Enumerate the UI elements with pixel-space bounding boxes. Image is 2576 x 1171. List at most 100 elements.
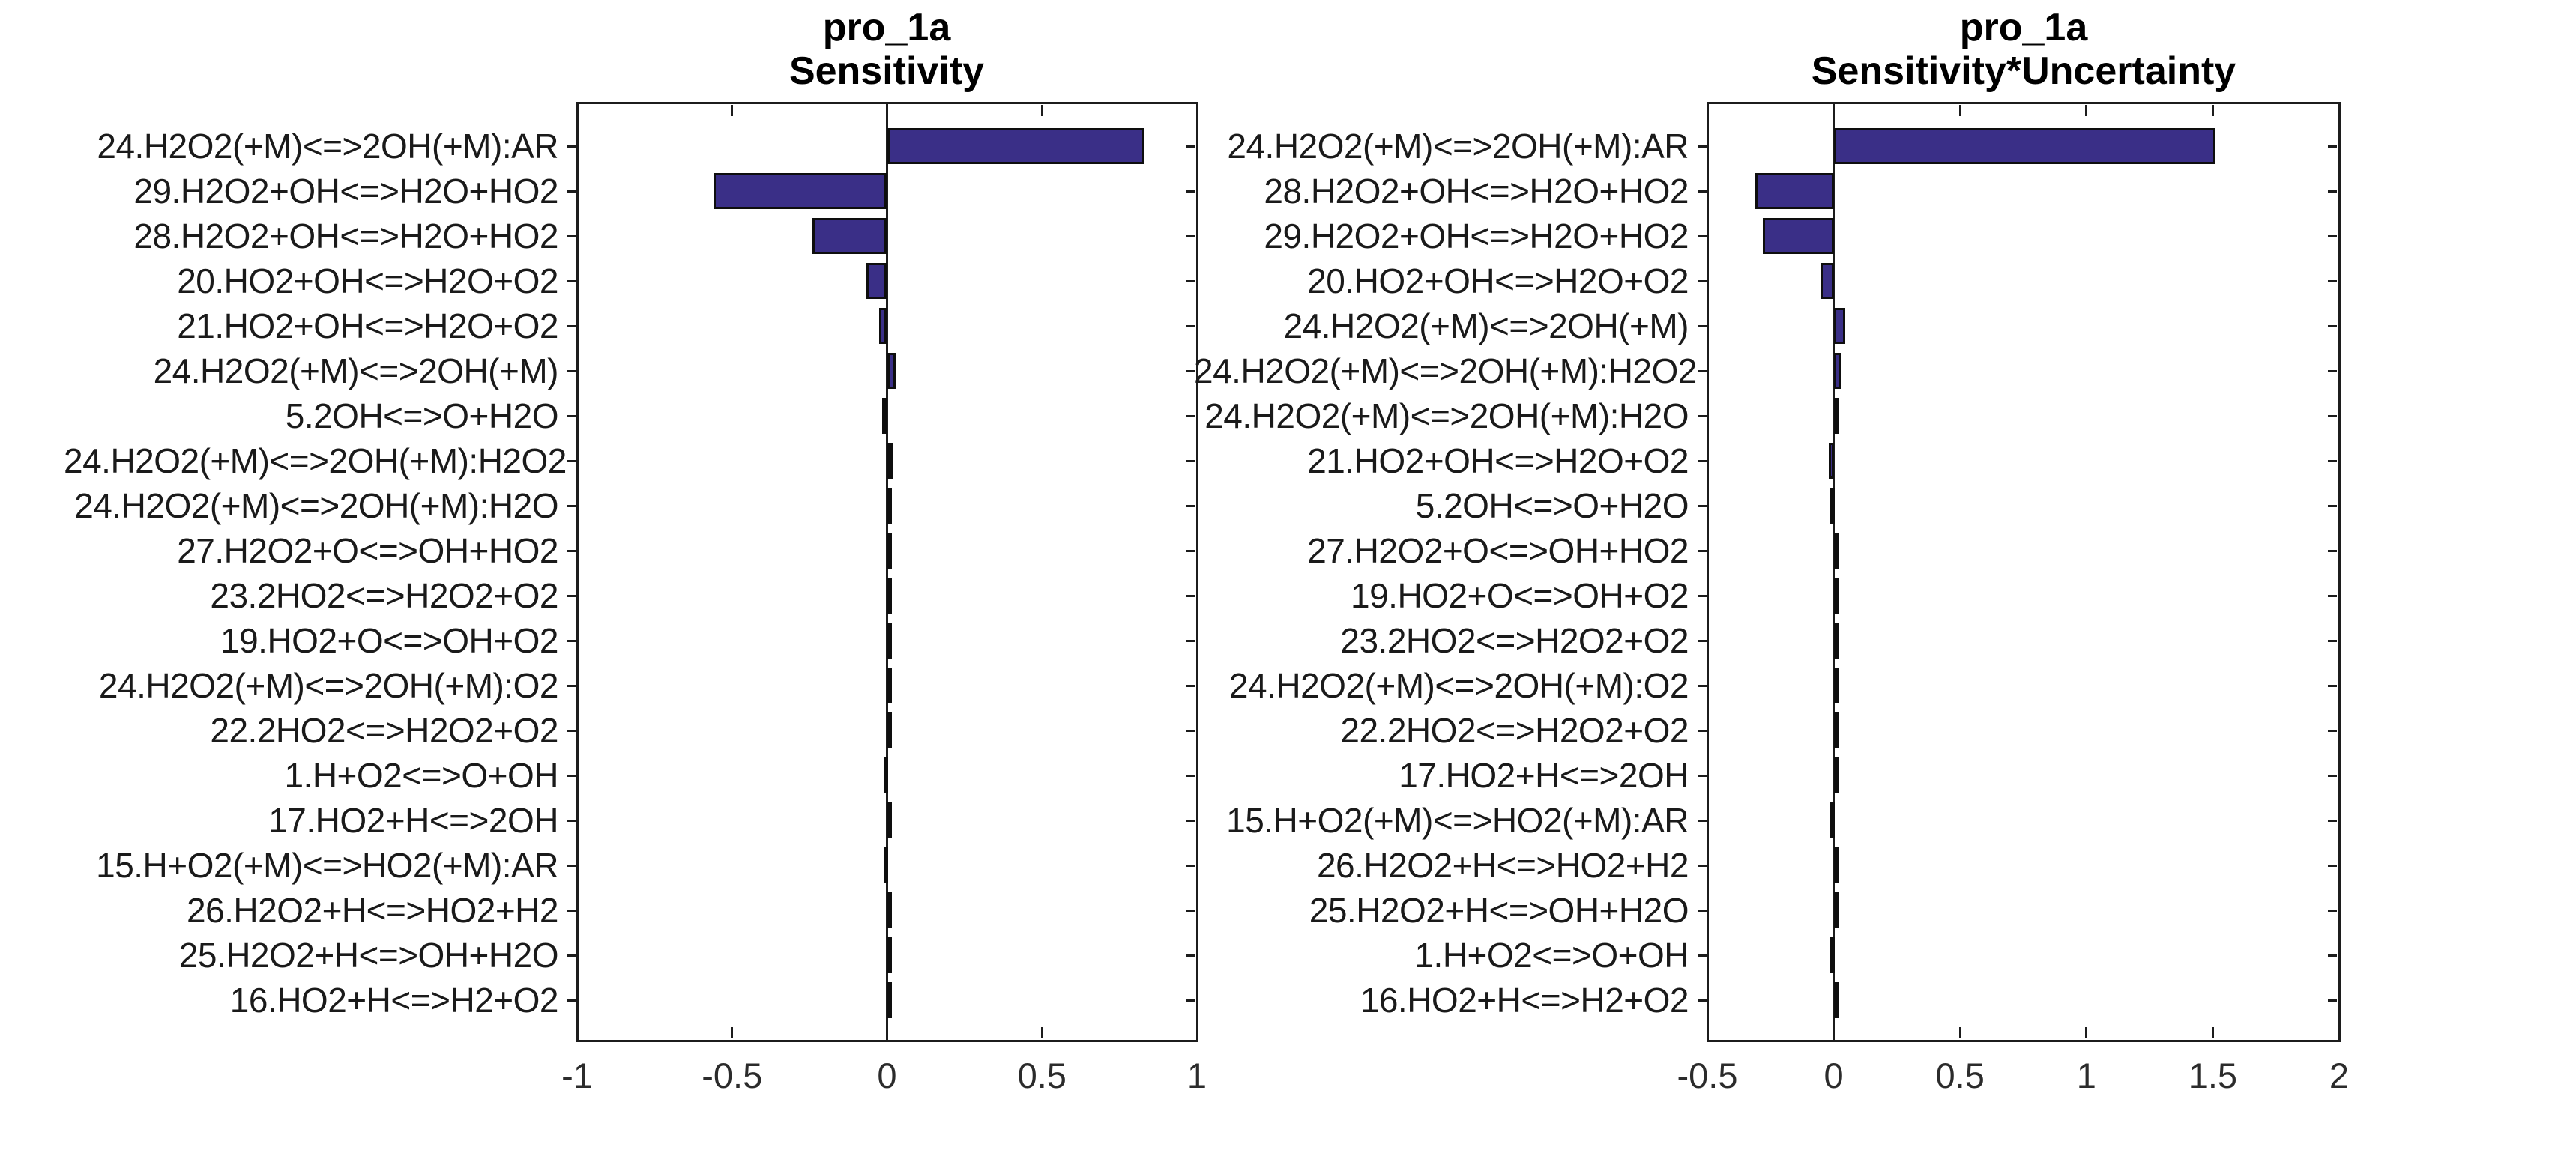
zero-line bbox=[886, 103, 888, 1041]
bar bbox=[887, 443, 893, 479]
y-tick bbox=[2328, 414, 2337, 417]
y-tick-label: 22.2HO2<=>H2O2+O2 bbox=[1340, 711, 1689, 750]
x-tick bbox=[2338, 105, 2341, 116]
y-tick bbox=[1698, 639, 1707, 642]
y-tick-label: 1.H+O2<=>O+OH bbox=[1414, 936, 1689, 975]
x-tick bbox=[1040, 105, 1043, 116]
y-tick bbox=[567, 909, 576, 912]
bar bbox=[1833, 578, 1839, 614]
y-tick-label: 27.H2O2+O<=>OH+HO2 bbox=[177, 531, 558, 570]
y-tick-label: 16.HO2+H<=>H2+O2 bbox=[1360, 981, 1689, 1020]
y-tick bbox=[567, 504, 576, 507]
y-tick bbox=[2328, 954, 2337, 957]
x-tick bbox=[2085, 1027, 2088, 1038]
x-tick bbox=[576, 1027, 579, 1038]
bar bbox=[1833, 757, 1839, 793]
y-tick bbox=[2328, 190, 2337, 193]
y-tick bbox=[1698, 549, 1707, 552]
bar bbox=[1833, 892, 1839, 928]
y-tick bbox=[567, 369, 576, 372]
y-tick bbox=[567, 549, 576, 552]
y-tick bbox=[1186, 414, 1195, 417]
y-tick bbox=[567, 414, 576, 417]
y-tick-label: 1.H+O2<=>O+OH bbox=[284, 756, 558, 795]
bar bbox=[1763, 218, 1834, 254]
x-tick-label: 1.5 bbox=[2188, 1056, 2238, 1095]
y-tick bbox=[1186, 504, 1195, 507]
y-tick-label: 24.H2O2(+M)<=>2OH(+M):AR bbox=[1227, 127, 1689, 166]
x-tick-label: 2 bbox=[2329, 1056, 2350, 1095]
y-tick-label: 21.HO2+OH<=>H2O+O2 bbox=[177, 306, 558, 345]
bar bbox=[1833, 128, 2215, 164]
y-tick bbox=[1698, 279, 1707, 282]
y-tick-label: 24.H2O2(+M)<=>2OH(+M):O2 bbox=[98, 666, 559, 705]
y-tick bbox=[567, 324, 576, 327]
x-tick bbox=[1958, 105, 1961, 116]
y-tick-label: 28.H2O2+OH<=>H2O+HO2 bbox=[1264, 172, 1689, 211]
y-tick-label: 29.H2O2+OH<=>H2O+HO2 bbox=[133, 172, 558, 211]
x-tick-label: -0.5 bbox=[1677, 1056, 1738, 1095]
y-tick-label: 23.2HO2<=>H2O2+O2 bbox=[1340, 621, 1689, 660]
y-tick bbox=[2328, 774, 2337, 777]
bar bbox=[1833, 353, 1841, 389]
y-tick bbox=[2328, 729, 2337, 732]
bar bbox=[887, 533, 892, 569]
bar bbox=[1833, 982, 1839, 1018]
bar bbox=[866, 263, 887, 299]
y-tick bbox=[1698, 954, 1707, 957]
bar bbox=[887, 937, 892, 973]
y-tick bbox=[1186, 145, 1195, 148]
bar bbox=[1830, 802, 1835, 838]
y-tick bbox=[1186, 909, 1195, 912]
bar bbox=[887, 802, 892, 838]
bar bbox=[1833, 398, 1839, 434]
x-tick-label: 0 bbox=[1824, 1056, 1844, 1095]
y-tick bbox=[1698, 234, 1707, 237]
y-tick-label: 27.H2O2+O<=>OH+HO2 bbox=[1307, 531, 1689, 570]
y-tick-label: 5.2OH<=>O+H2O bbox=[285, 396, 559, 435]
y-tick bbox=[1186, 999, 1195, 1002]
bar bbox=[1828, 443, 1834, 479]
y-tick bbox=[1698, 729, 1707, 732]
y-tick-label: 24.H2O2(+M)<=>2OH(+M):H2O bbox=[1204, 396, 1689, 435]
x-tick bbox=[1958, 1027, 1961, 1038]
y-tick bbox=[2328, 459, 2337, 462]
y-tick-label: 26.H2O2+H<=>HO2+H2 bbox=[186, 891, 559, 930]
y-tick-label: 5.2OH<=>O+H2O bbox=[1415, 486, 1689, 525]
y-tick bbox=[1186, 864, 1195, 867]
bar bbox=[887, 128, 1144, 164]
y-tick bbox=[567, 459, 576, 462]
y-tick bbox=[2328, 594, 2337, 597]
bar bbox=[1830, 937, 1835, 973]
y-tick bbox=[1186, 190, 1195, 193]
x-tick bbox=[731, 105, 734, 116]
y-tick-label: 17.HO2+H<=>2OH bbox=[1399, 756, 1689, 795]
y-tick bbox=[2328, 864, 2337, 867]
bar bbox=[812, 218, 887, 254]
y-tick-label: 28.H2O2+OH<=>H2O+HO2 bbox=[133, 217, 558, 255]
y-tick bbox=[1186, 279, 1195, 282]
bar bbox=[713, 173, 887, 209]
y-tick bbox=[2328, 909, 2337, 912]
y-tick-label: 24.H2O2(+M)<=>2OH(+M) bbox=[1283, 306, 1689, 345]
y-tick bbox=[1698, 324, 1707, 327]
y-tick bbox=[2328, 639, 2337, 642]
bar bbox=[887, 353, 896, 389]
y-tick bbox=[2328, 549, 2337, 552]
y-tick bbox=[1186, 594, 1195, 597]
y-tick bbox=[1698, 909, 1707, 912]
y-tick-label: 25.H2O2+H<=>OH+H2O bbox=[1309, 891, 1689, 930]
y-tick-label: 16.HO2+H<=>H2+O2 bbox=[229, 981, 559, 1020]
y-tick bbox=[567, 594, 576, 597]
x-tick bbox=[886, 1027, 888, 1038]
y-tick-label: 24.H2O2(+M)<=>2OH(+M) bbox=[153, 351, 559, 390]
y-tick-label: 20.HO2+OH<=>H2O+O2 bbox=[177, 261, 558, 300]
chart-subtitle: Sensitivity*Uncertainty bbox=[1811, 49, 2236, 93]
x-tick bbox=[1706, 105, 1709, 116]
chart-title: pro_1a bbox=[822, 6, 951, 49]
y-tick bbox=[1698, 684, 1707, 687]
bar bbox=[887, 578, 892, 614]
y-tick bbox=[567, 190, 576, 193]
y-tick-label: 19.HO2+O<=>OH+O2 bbox=[220, 621, 559, 660]
